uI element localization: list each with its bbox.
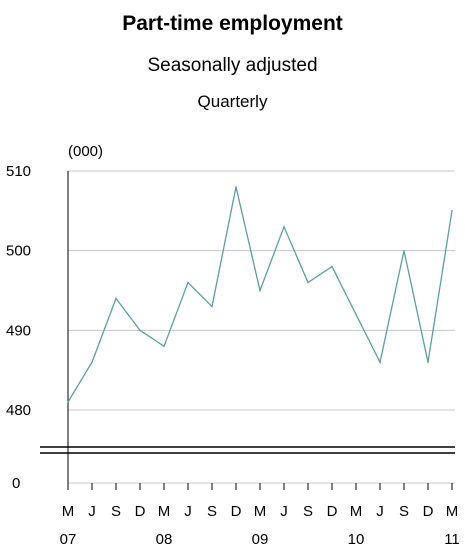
gridlines [68, 170, 455, 484]
data-point [403, 249, 405, 252]
x-tick-label-quarter: M [62, 503, 75, 520]
data-point [331, 265, 333, 268]
data-point [379, 361, 381, 364]
x-tick-label-quarter: J [376, 503, 384, 520]
data-point [187, 281, 189, 284]
x-tick-label-quarter: D [135, 503, 146, 520]
y-tick-label-490: 490 [6, 322, 31, 339]
data-point [427, 361, 429, 364]
y-tick-label-0: 0 [12, 475, 20, 492]
data-point [163, 345, 165, 348]
x-tick-label-quarter: D [423, 503, 434, 520]
data-point [67, 401, 69, 403]
x-tick-label-quarter: S [303, 503, 313, 520]
x-tick-label-quarter: S [111, 503, 121, 520]
x-tick-label-quarter: M [254, 503, 267, 520]
x-tick-label-quarter: M [446, 503, 459, 520]
y-tick-label-510: 510 [6, 163, 31, 180]
x-tick-label-year-11: 11 [444, 531, 460, 548]
x-tick-label-quarter: J [280, 503, 288, 520]
series-line-0 [67, 186, 453, 403]
x-tick-labels: M J S D M J S D M J S D M J S D M07 08 09 10 11 [60, 503, 460, 548]
chart-title: Part-time employment [122, 12, 343, 35]
data-point [307, 281, 309, 284]
x-tick-label-quarter: D [231, 503, 242, 520]
x-tick-label-year-08: 08 [156, 531, 173, 548]
data-point [451, 210, 453, 212]
chart-subtitle: Seasonally adjusted [147, 55, 318, 76]
data-point [115, 297, 117, 300]
chart-frequency: Quarterly [197, 92, 268, 111]
x-tick-label-year-07: 07 [60, 531, 77, 548]
x-tick-label-quarter: J [88, 503, 96, 520]
y-tick-label-500: 500 [6, 243, 31, 260]
series-layer [67, 186, 453, 403]
data-point [211, 305, 213, 308]
x-tick-label-quarter: S [399, 503, 409, 520]
axes [40, 171, 455, 490]
x-tick-label-quarter: M [350, 503, 363, 520]
y-tick-label-480: 480 [6, 402, 31, 419]
x-tick-label-quarter: M [158, 503, 171, 520]
y-tick-labels: 480 490 500 510 0 [6, 163, 31, 492]
data-point [139, 329, 141, 332]
data-point [235, 186, 237, 188]
y-unit-label: (000) [68, 143, 104, 160]
data-point [283, 226, 285, 228]
x-tick-label-quarter: D [327, 503, 338, 520]
data-point [91, 361, 93, 364]
data-point [259, 289, 261, 292]
x-tick-label-year-09: 09 [252, 531, 269, 548]
x-tick-label-quarter: S [207, 503, 217, 520]
data-point [355, 313, 357, 316]
x-tick-label-year-10: 10 [348, 531, 365, 548]
x-tick-label-quarter: J [184, 503, 192, 520]
